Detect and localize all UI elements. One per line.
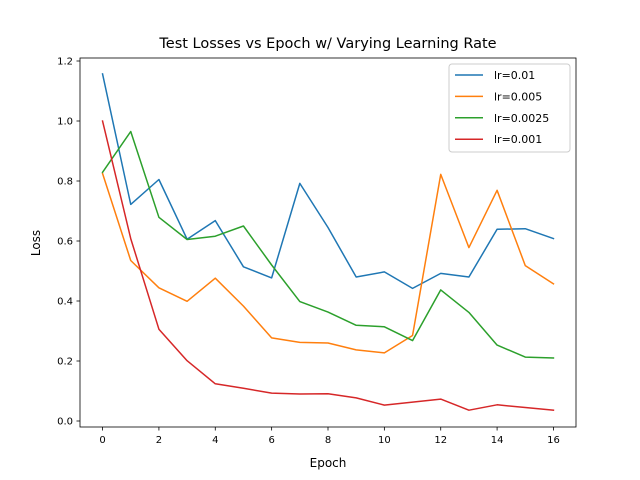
y-tick-label: 0.2 (57, 357, 73, 368)
x-tick-label: 16 (547, 435, 560, 446)
y-tick-label: 1.2 (57, 57, 73, 68)
x-tick-label: 12 (434, 435, 447, 446)
x-tick-label: 8 (325, 435, 331, 446)
x-tick-label: 0 (99, 435, 105, 446)
legend-box (448, 63, 571, 153)
series-line-1 (101, 172, 555, 354)
x-tick-label: 2 (156, 435, 162, 446)
x-tick-label: 4 (212, 435, 218, 446)
chart-title: Test Losses vs Epoch w/ Varying Learning… (158, 36, 496, 52)
x-tick-label: 10 (378, 435, 391, 446)
legend-label-1: lr=0.005 (494, 90, 542, 103)
legend: lr=0.01 lr=0.005 lr=0.0025 lr=0.001 (448, 63, 571, 153)
series-lines (101, 73, 555, 412)
legend-label-0: lr=0.01 (494, 69, 535, 82)
y-axis-label: Loss (29, 230, 43, 256)
y-tick-label: 0.4 (57, 297, 73, 308)
x-axis-label: Epoch (310, 456, 347, 470)
x-axis: 0 2 4 6 8 10 12 14 16 (99, 427, 560, 446)
x-tick-label: 6 (268, 435, 274, 446)
y-tick-label: 1.0 (57, 117, 73, 128)
series-line-2 (101, 130, 555, 359)
series-line-0 (101, 73, 555, 290)
y-tick-label: 0.0 (57, 417, 73, 428)
y-tick-label: 0.6 (57, 237, 73, 248)
legend-label-2: lr=0.0025 (494, 112, 549, 125)
y-axis: 0.0 0.2 0.4 0.6 0.8 1.0 1.2 (57, 57, 80, 428)
series-line-3 (101, 120, 555, 412)
x-tick-label: 14 (491, 435, 504, 446)
y-tick-label: 0.8 (57, 177, 73, 188)
legend-label-3: lr=0.001 (494, 133, 542, 146)
